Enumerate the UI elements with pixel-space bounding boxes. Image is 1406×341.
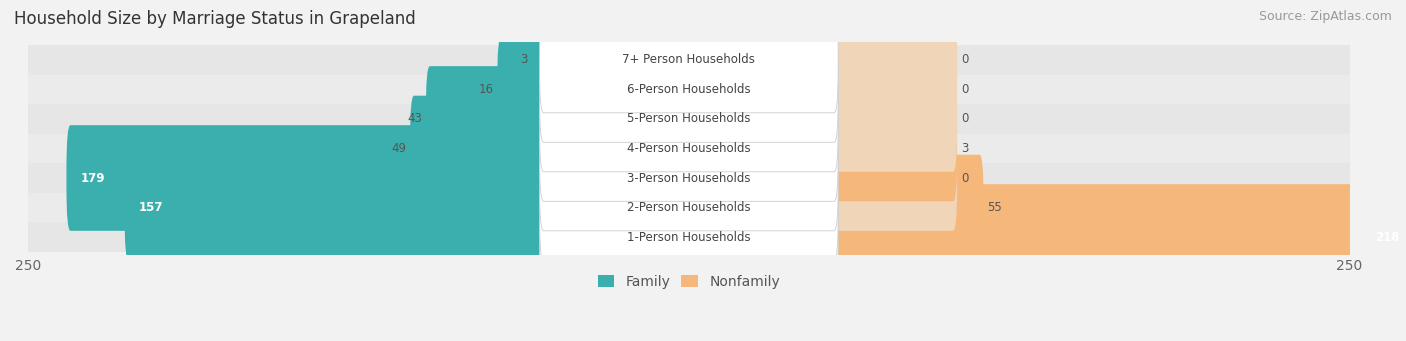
FancyBboxPatch shape <box>831 125 957 231</box>
Text: 3-Person Households: 3-Person Households <box>627 172 751 184</box>
Text: 0: 0 <box>962 54 969 66</box>
FancyBboxPatch shape <box>831 37 957 142</box>
Text: 2-Person Households: 2-Person Households <box>627 201 751 214</box>
FancyBboxPatch shape <box>66 125 547 231</box>
Text: 1-Person Households: 1-Person Households <box>627 231 751 243</box>
FancyBboxPatch shape <box>831 7 957 113</box>
FancyBboxPatch shape <box>540 66 838 172</box>
Text: 55: 55 <box>987 201 1002 214</box>
Text: 0: 0 <box>962 113 969 125</box>
Bar <box>28 45 1350 75</box>
Text: 6-Person Households: 6-Person Households <box>627 83 751 96</box>
Text: Source: ZipAtlas.com: Source: ZipAtlas.com <box>1258 10 1392 23</box>
FancyBboxPatch shape <box>831 66 957 172</box>
Text: 157: 157 <box>139 201 163 214</box>
FancyBboxPatch shape <box>540 37 838 142</box>
FancyBboxPatch shape <box>426 66 547 172</box>
Text: 0: 0 <box>962 83 969 96</box>
FancyBboxPatch shape <box>531 7 547 113</box>
FancyBboxPatch shape <box>540 155 838 260</box>
FancyBboxPatch shape <box>498 37 547 142</box>
Text: 5-Person Households: 5-Person Households <box>627 113 751 125</box>
FancyBboxPatch shape <box>540 184 838 290</box>
FancyBboxPatch shape <box>411 96 547 201</box>
FancyBboxPatch shape <box>831 155 984 260</box>
Text: 49: 49 <box>391 142 406 155</box>
Text: 7+ Person Households: 7+ Person Households <box>623 54 755 66</box>
Text: 16: 16 <box>478 83 494 96</box>
FancyBboxPatch shape <box>540 7 838 113</box>
FancyBboxPatch shape <box>540 125 838 231</box>
Text: 3: 3 <box>520 54 527 66</box>
Text: 179: 179 <box>82 172 105 184</box>
Text: 3: 3 <box>962 142 969 155</box>
Bar <box>28 104 1350 134</box>
Legend: Family, Nonfamily: Family, Nonfamily <box>592 269 786 295</box>
Bar <box>28 134 1350 163</box>
Bar <box>28 222 1350 252</box>
Text: Household Size by Marriage Status in Grapeland: Household Size by Marriage Status in Gra… <box>14 10 416 28</box>
Text: 218: 218 <box>1375 231 1400 243</box>
FancyBboxPatch shape <box>831 96 957 201</box>
Text: 43: 43 <box>408 113 422 125</box>
Bar <box>28 163 1350 193</box>
Bar <box>28 75 1350 104</box>
Bar <box>28 193 1350 222</box>
Text: 4-Person Households: 4-Person Households <box>627 142 751 155</box>
FancyBboxPatch shape <box>125 155 547 260</box>
FancyBboxPatch shape <box>540 96 838 201</box>
FancyBboxPatch shape <box>831 184 1406 290</box>
Text: 0: 0 <box>962 172 969 184</box>
